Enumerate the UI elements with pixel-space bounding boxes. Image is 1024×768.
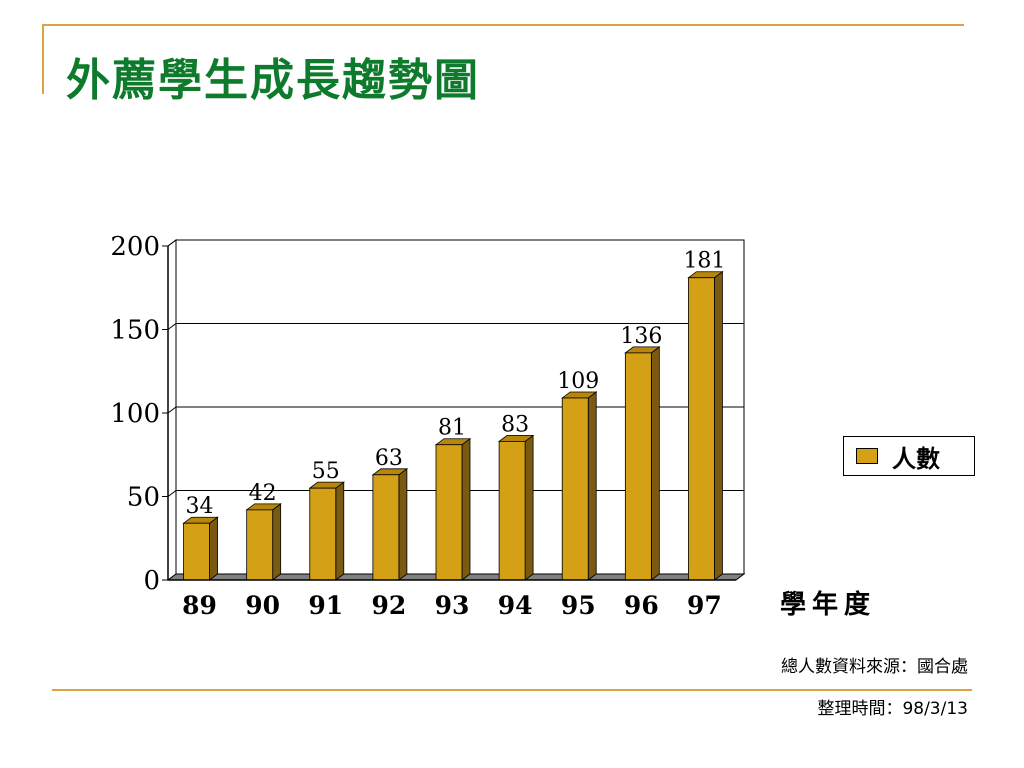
bar-side xyxy=(398,467,408,581)
slide-title: 外薦學生成長趨勢圖 xyxy=(66,55,480,106)
x-tick-label: 90 xyxy=(245,591,280,620)
bar-side xyxy=(209,516,218,581)
data-label: 136 xyxy=(620,324,662,349)
y-tick-label: 0 xyxy=(143,566,160,596)
data-label: 81 xyxy=(438,416,466,441)
x-tick-label: 91 xyxy=(308,591,343,620)
x-axis-label: 學年度 xyxy=(780,590,877,620)
y-tick-label: 150 xyxy=(110,316,160,346)
data-label: 55 xyxy=(312,459,340,484)
data-label: 181 xyxy=(683,249,725,274)
x-tick-label: 97 xyxy=(687,591,722,620)
y-tick-label: 50 xyxy=(127,483,160,513)
bar xyxy=(498,440,526,581)
bar xyxy=(309,487,337,581)
bar-side xyxy=(587,391,597,581)
top-rule xyxy=(42,24,964,26)
data-label: 83 xyxy=(501,412,529,437)
y-tick-label: 200 xyxy=(110,232,160,262)
bar xyxy=(372,474,400,581)
x-tick-label: 89 xyxy=(182,591,217,620)
compiled-date-note: 整理時間：98/3/13 xyxy=(817,699,968,719)
data-label: 63 xyxy=(375,446,403,471)
bar xyxy=(624,352,652,581)
x-tick-label: 96 xyxy=(624,591,659,620)
gridline-depth xyxy=(167,323,177,330)
legend-swatch xyxy=(856,448,878,464)
bar xyxy=(561,397,589,581)
data-source-note: 總人數資料來源：國合處 xyxy=(781,657,968,677)
x-tick-label: 94 xyxy=(498,591,533,620)
data-label: 109 xyxy=(557,369,599,394)
bar-side xyxy=(650,346,660,581)
bar xyxy=(688,277,715,581)
gridline-depth xyxy=(167,406,177,414)
legend-label: 人數 xyxy=(892,443,940,473)
bar-side xyxy=(272,503,282,581)
bar xyxy=(246,509,274,581)
data-label: 34 xyxy=(186,494,214,519)
bar-side xyxy=(335,481,345,581)
x-tick-label: 92 xyxy=(371,591,406,620)
bar-side xyxy=(714,270,723,581)
bottom-rule xyxy=(52,689,972,691)
data-label: 42 xyxy=(249,481,277,506)
gridline-depth xyxy=(167,490,177,497)
bar-side xyxy=(524,434,534,581)
bar-side xyxy=(461,437,471,581)
chart-legend: 人數 xyxy=(843,436,975,476)
x-tick-label: 95 xyxy=(561,591,596,620)
left-rule xyxy=(42,24,44,94)
x-tick-label: 93 xyxy=(435,591,470,620)
gridline-depth xyxy=(167,239,177,247)
bar xyxy=(183,522,210,581)
y-tick-label: 100 xyxy=(110,399,160,429)
bar xyxy=(435,444,463,581)
